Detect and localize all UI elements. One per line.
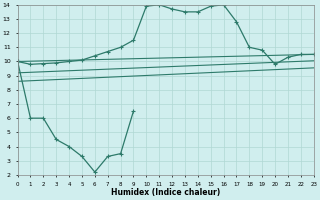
X-axis label: Humidex (Indice chaleur): Humidex (Indice chaleur) xyxy=(111,188,220,197)
